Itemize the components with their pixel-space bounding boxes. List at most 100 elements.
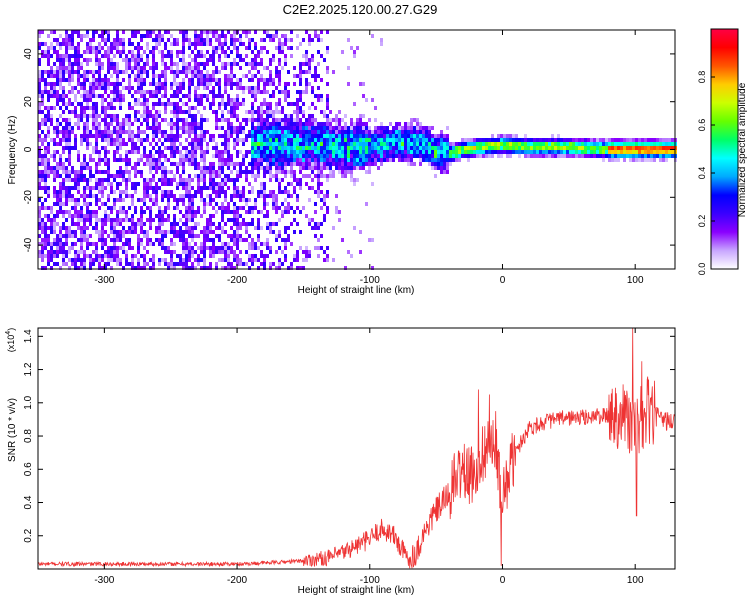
spectrogram-cell xyxy=(125,230,128,234)
spectrogram-cell xyxy=(245,178,248,182)
spectrogram-cell xyxy=(92,102,95,106)
spectrogram-cell xyxy=(269,246,272,250)
spectrogram-cell xyxy=(311,114,314,118)
spectrogram-cell xyxy=(47,190,50,194)
spectrogram-cell xyxy=(179,134,182,138)
spectrogram-cell xyxy=(218,194,221,198)
spectrogram-cell xyxy=(344,130,347,134)
spectrogram-cell xyxy=(101,190,104,194)
spectrogram-cell xyxy=(47,94,50,98)
spectrogram-cell xyxy=(50,222,53,226)
spectrogram-cell xyxy=(251,86,254,90)
spectrogram-cell xyxy=(413,162,416,166)
spectrogram-cell xyxy=(353,130,356,134)
spectrogram-cell xyxy=(323,138,326,142)
spectrogram-cell xyxy=(422,130,425,134)
spectrogram-cell xyxy=(308,150,311,154)
spectrogram-cell xyxy=(359,230,362,234)
spectrogram-cell xyxy=(194,126,197,130)
spectrogram-cell xyxy=(155,46,158,50)
spectrogram-cell xyxy=(263,130,266,134)
spectrogram-cell xyxy=(512,138,515,142)
spectrogram-cell xyxy=(149,158,152,162)
spectrogram-cell xyxy=(572,150,575,154)
spectrogram-cell xyxy=(44,226,47,230)
spectrogram-cell xyxy=(251,246,254,250)
spectrogram-cell xyxy=(392,126,395,130)
spectrogram-cell xyxy=(251,78,254,82)
spectrogram-cell xyxy=(317,50,320,54)
spectrogram-cell xyxy=(233,202,236,206)
spectrogram-cell xyxy=(404,154,407,158)
spectrogram-cell xyxy=(167,202,170,206)
spectrogram-cell xyxy=(98,114,101,118)
spectrogram-cell xyxy=(257,162,260,166)
spectrogram-cell xyxy=(80,226,83,230)
spectrogram-cell xyxy=(266,254,269,258)
spectrogram-cell xyxy=(140,66,143,70)
spectrogram-cell xyxy=(173,206,176,210)
spectrogram-cell xyxy=(164,182,167,186)
spectrogram-cell xyxy=(131,146,134,150)
spectrogram-cell xyxy=(281,178,284,182)
spectrogram-cell xyxy=(191,138,194,142)
spectrogram-cell xyxy=(41,222,44,226)
spectrogram-cell xyxy=(248,130,251,134)
spectrogram-cell xyxy=(194,90,197,94)
snr-y-tick-label: 0.2 xyxy=(23,528,34,542)
spectrogram-cell xyxy=(143,130,146,134)
spectrogram-cell xyxy=(422,154,425,158)
spectrogram-cell xyxy=(227,246,230,250)
spectrogram-cell xyxy=(92,146,95,150)
spectrogram-cell xyxy=(209,194,212,198)
spectrogram-cell xyxy=(134,142,137,146)
spectrogram-cell xyxy=(338,218,341,222)
spectrogram-cell xyxy=(209,162,212,166)
spectrogram-cell xyxy=(320,246,323,250)
spectrogram-cell xyxy=(236,230,239,234)
spectrogram-cell xyxy=(392,134,395,138)
spectrogram-cell xyxy=(575,150,578,154)
spectrogram-cell xyxy=(74,202,77,206)
spectrogram-cell xyxy=(221,110,224,114)
spectrogram-cell xyxy=(68,82,71,86)
spectrogram-cell xyxy=(272,94,275,98)
spectrogram-cell xyxy=(83,78,86,82)
spectrogram-cell xyxy=(266,162,269,166)
spectrogram-cell xyxy=(209,78,212,82)
spectrogram-cell xyxy=(62,118,65,122)
spectrogram-cell xyxy=(422,142,425,146)
spectrogram-cell xyxy=(200,114,203,118)
spectrogram-cell xyxy=(89,142,92,146)
spectrogram-cell xyxy=(332,226,335,230)
spectrogram-cell xyxy=(158,74,161,78)
spectrogram-cell xyxy=(47,106,50,110)
spectrogram-cell xyxy=(275,158,278,162)
spectrogram-cell xyxy=(41,250,44,254)
spectrogram-cell xyxy=(281,150,284,154)
spectrogram-cell xyxy=(44,178,47,182)
spectrogram-cell xyxy=(170,250,173,254)
spectrogram-cell xyxy=(311,38,314,42)
spectrogram-cell xyxy=(173,122,176,126)
spectrogram-cell xyxy=(356,146,359,150)
spectrogram-cell xyxy=(170,142,173,146)
spectrogram-cell xyxy=(83,230,86,234)
spectrogram-cell xyxy=(305,142,308,146)
spectrogram-cell xyxy=(362,150,365,154)
spectrogram-cell xyxy=(116,138,119,142)
spectrogram-cell xyxy=(143,106,146,110)
spectrogram-cell xyxy=(41,162,44,166)
spectrogram-cell xyxy=(134,222,137,226)
spectrogram-cell xyxy=(359,118,362,122)
spectrogram-cell xyxy=(659,158,662,162)
spectrogram-cell xyxy=(398,154,401,158)
spectrogram-cell xyxy=(74,50,77,54)
spectrogram-cell xyxy=(278,154,281,158)
spectrogram-cell xyxy=(119,130,122,134)
spectrogram-cell xyxy=(107,166,110,170)
spectrogram-cell xyxy=(272,82,275,86)
spectrogram-cell xyxy=(155,134,158,138)
spectrogram-cell xyxy=(284,82,287,86)
spectrogram-cell xyxy=(365,122,368,126)
